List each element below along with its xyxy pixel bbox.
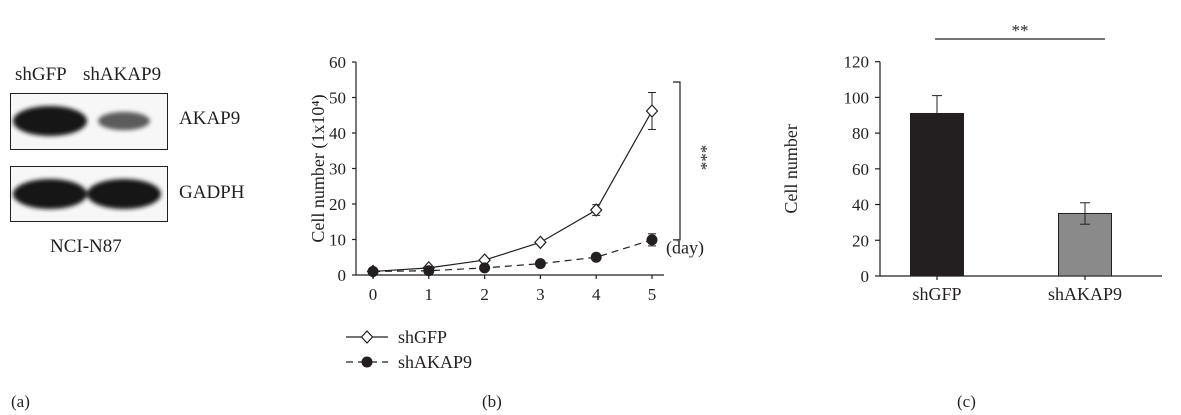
significance-bracket — [673, 81, 681, 241]
x-tick-label: 5 — [648, 285, 657, 304]
legend-marker-shakap9 — [361, 356, 373, 368]
point-shakap9 — [646, 234, 658, 246]
y-axis-label: Cell number (1x10⁴) — [308, 94, 329, 242]
point-shakap9 — [423, 265, 435, 277]
series-line-shgfp — [372, 110, 653, 273]
point-shgfp — [645, 104, 659, 118]
band-label-gadph: GADPH — [179, 182, 245, 203]
y-tick-label: 0 — [338, 266, 347, 285]
band-akap9-shgfp — [13, 106, 87, 136]
y-tick-label: 20 — [329, 195, 346, 214]
y-tick-label: 80 — [852, 124, 869, 143]
y-tick-label: 0 — [861, 267, 870, 286]
point-shakap9 — [367, 265, 379, 277]
legend-label-shgfp: shGFP — [398, 327, 447, 347]
x-tick-label: shGFP — [912, 284, 961, 304]
band-label-akap9: AKAP9 — [179, 108, 241, 129]
y-tick-label: 10 — [329, 231, 346, 250]
cell-line-label: NCI-N87 — [50, 236, 122, 257]
y-tick-label: 100 — [844, 88, 870, 107]
significance-label: *** — [692, 145, 711, 171]
bar-shgfp — [910, 112, 964, 277]
y-tick-label: 40 — [329, 124, 346, 143]
legend-label-shakap9: shAKAP9 — [398, 352, 472, 372]
lane-label-shakap9: shAKAP9 — [83, 64, 162, 85]
y-tick-label: 50 — [329, 89, 346, 108]
band-akap9-shakap9 — [98, 111, 150, 131]
line-chart: 0 10 20 30 40 50 60 0 1 2 3 4 5 Cell number (1x10⁴) (d… — [308, 53, 711, 372]
bar-chart: 0 20 40 60 80 100 120 Cell number shGFP shAKAP9 *… — [781, 21, 1162, 304]
y-tick-label: 60 — [852, 160, 869, 179]
point-shgfp — [534, 235, 547, 250]
y-tick-label: 30 — [329, 160, 346, 179]
x-unit-label: (day) — [666, 238, 704, 259]
band-gadph-shgfp — [13, 179, 87, 209]
lane-label-shgfp: shGFP — [15, 64, 67, 85]
x-tick-label: 1 — [425, 285, 434, 304]
x-tick-label: 2 — [480, 285, 489, 304]
point-shakap9 — [479, 262, 491, 274]
point-shakap9 — [534, 258, 546, 270]
y-axis-label: Cell number — [781, 124, 801, 213]
x-tick-label: 3 — [536, 285, 545, 304]
x-tick-label: shAKAP9 — [1048, 284, 1122, 304]
x-tick-label: 0 — [369, 285, 378, 304]
point-shakap9 — [590, 251, 602, 263]
point-shgfp — [589, 203, 603, 217]
panel-label-b: (b) — [482, 392, 502, 411]
band-gadph-shakap9 — [87, 179, 161, 209]
y-tick-label: 60 — [329, 53, 346, 72]
y-tick-label: 20 — [852, 231, 869, 250]
panel-label-a: (a) — [11, 392, 30, 411]
x-tick-label: 4 — [592, 285, 601, 304]
panel-label-c: (c) — [957, 392, 976, 411]
significance-label: ** — [1012, 21, 1029, 40]
legend-marker-shgfp — [360, 330, 374, 344]
series-line-shakap9 — [372, 239, 653, 273]
y-tick-label: 40 — [852, 196, 869, 215]
y-tick-label: 120 — [844, 53, 870, 72]
blot-panel — [10, 93, 168, 222]
